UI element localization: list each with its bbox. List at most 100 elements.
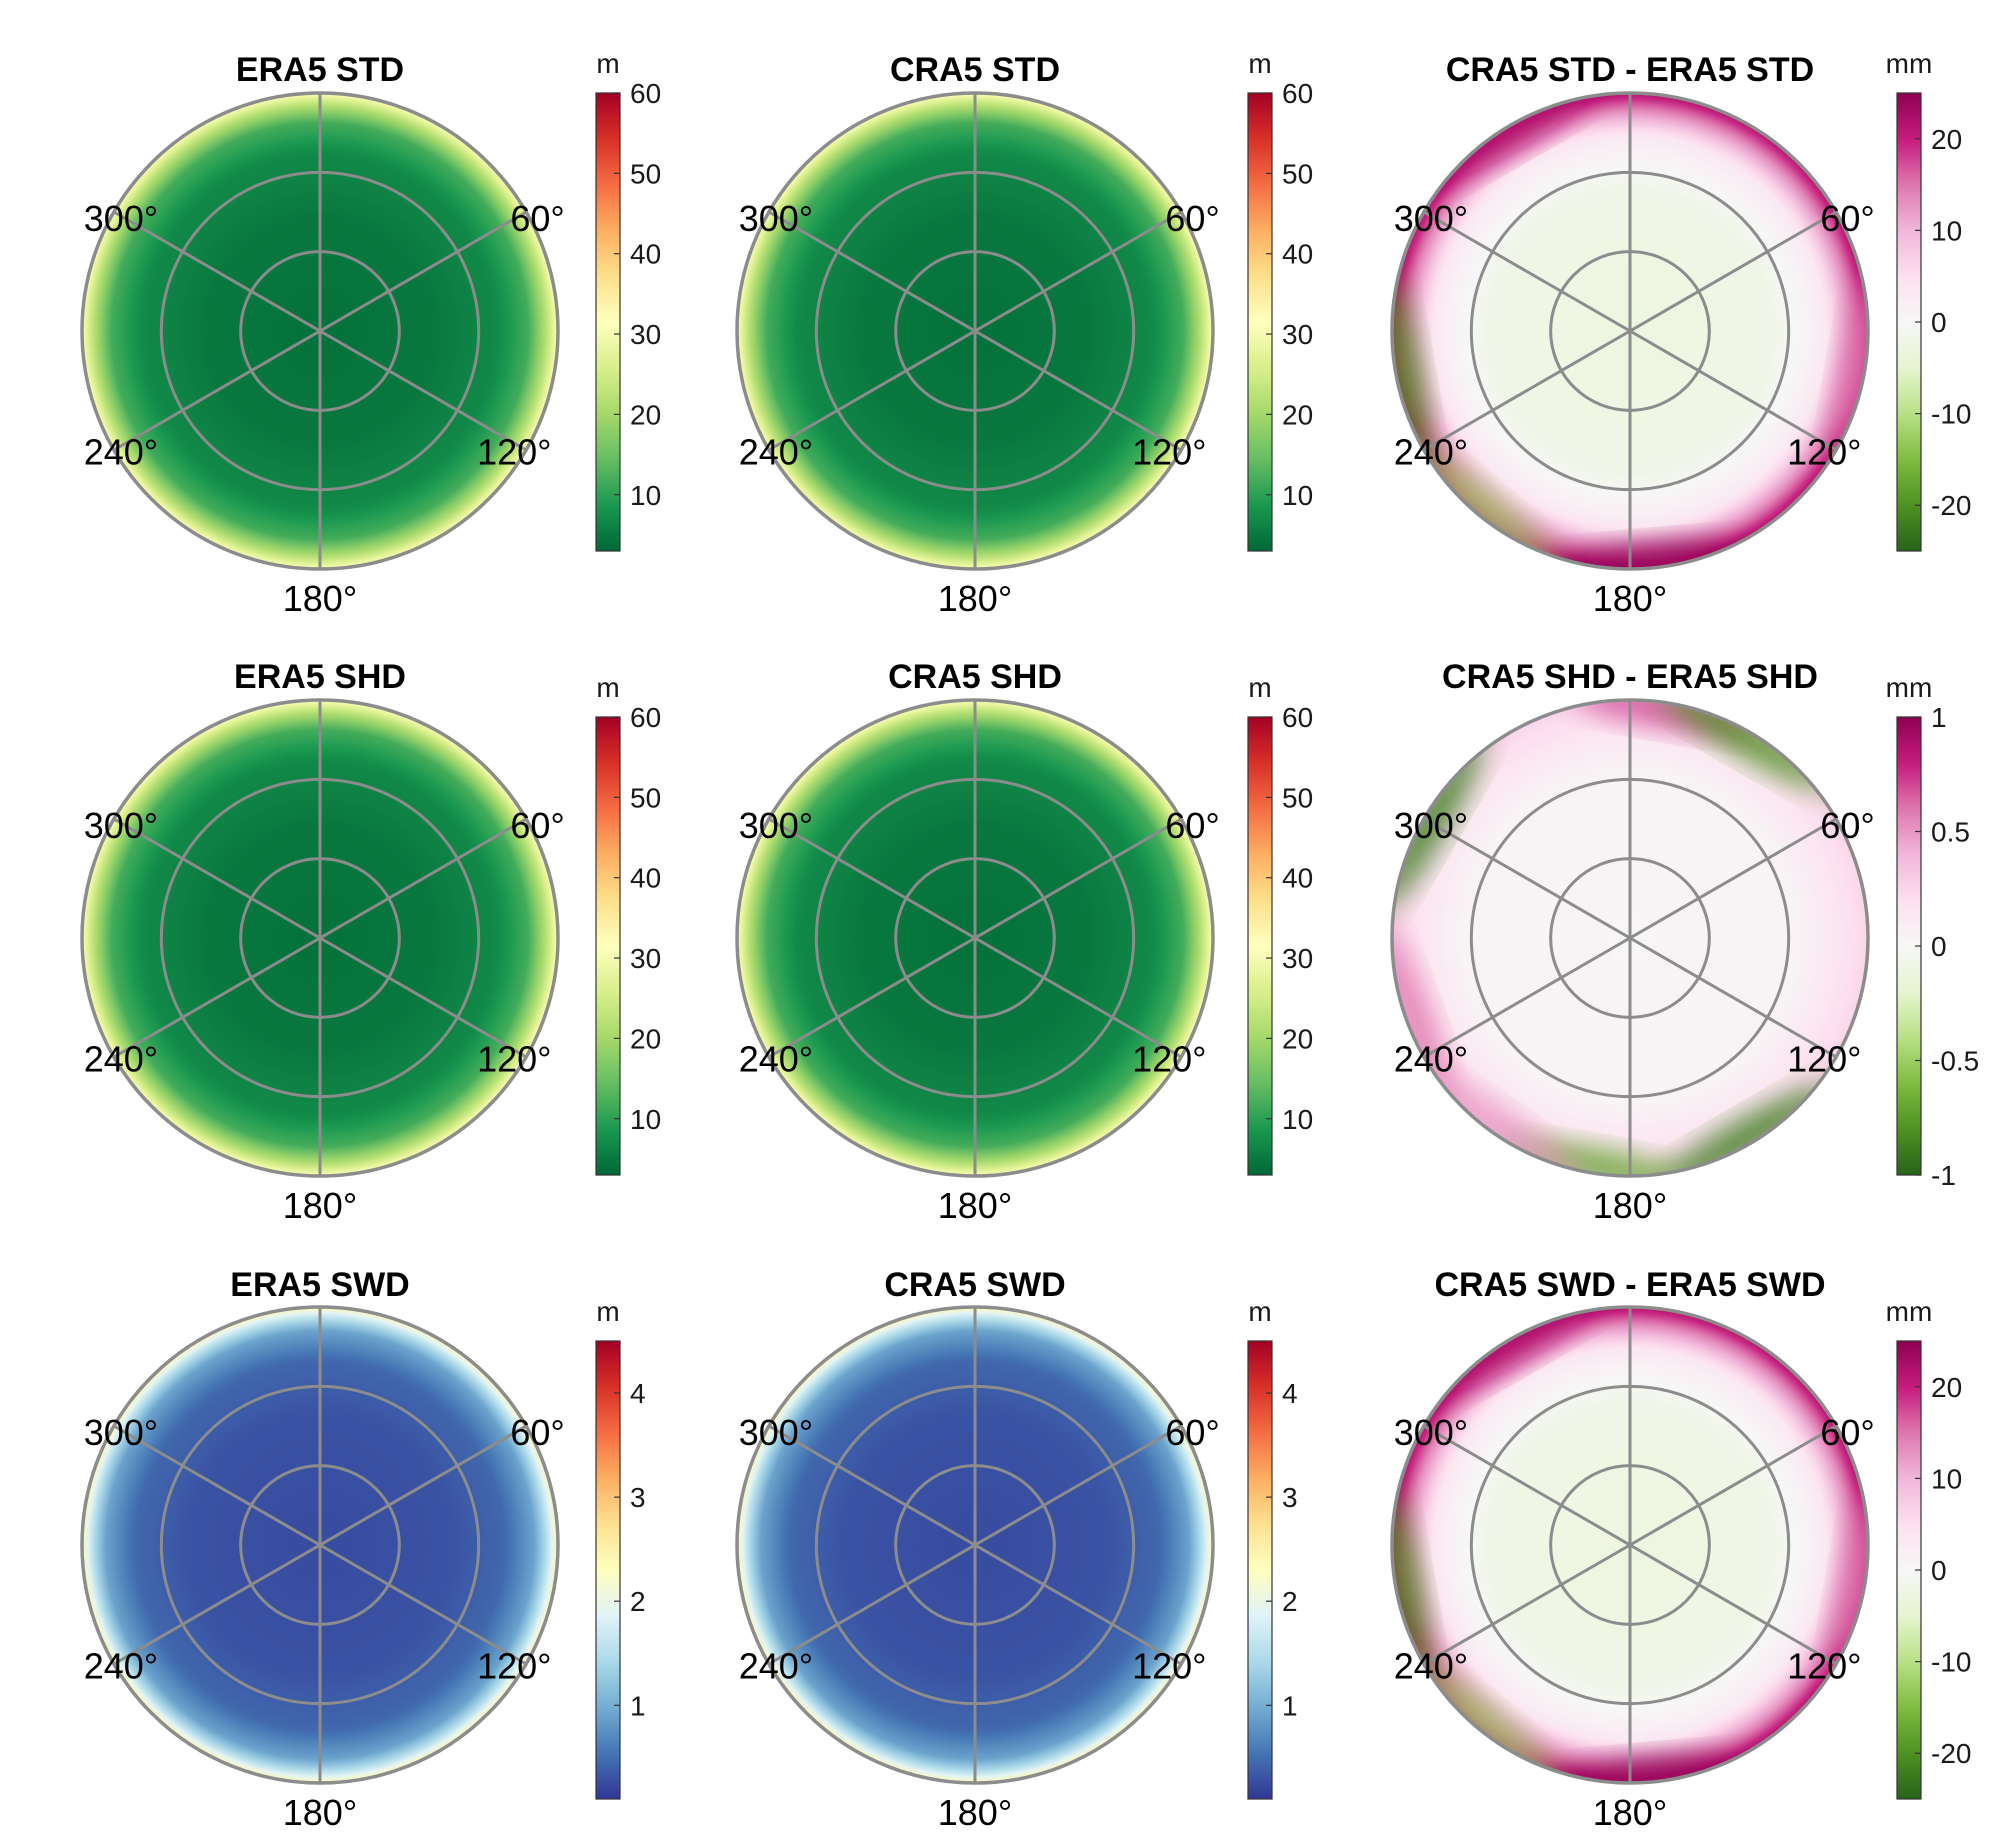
colorbar-p6: -1 -0.5 0 0.5 1mm: [1886, 672, 1980, 1191]
angle-label-180: 180°: [283, 578, 357, 619]
angle-label-60: 60°: [1820, 1412, 1874, 1453]
colorbar-tick-label: 50: [1282, 158, 1313, 189]
angle-label-60: 60°: [1165, 805, 1219, 846]
angle-label-300: 300°: [1394, 805, 1468, 846]
angle-label-240: 240°: [84, 1645, 158, 1686]
angle-label-300: 300°: [1394, 1412, 1468, 1453]
edge-anomaly-p9-0: [1550, 1756, 1750, 1783]
panel-p9: CRA5 SWD - ERA5 SWD 60° 120° 180° 240° 300° -2…: [1390, 1266, 1971, 1833]
panel-p4: ERA5 SHD 60° 120° 180° 240° 300° 10 20 30 40 50 60 m: [80, 658, 661, 1226]
colorbar-tick-label: 2: [1282, 1586, 1298, 1617]
colorbar-gradient: [1247, 92, 1273, 552]
polar-rim: [735, 698, 1215, 1178]
edge-anomaly-p9-4: [1833, 1486, 1868, 1684]
colorbar-p7: 1 2 3 4 m: [595, 1296, 646, 1800]
polar-rim: [1390, 1305, 1870, 1785]
colorbar-unit: m: [596, 1296, 619, 1327]
angle-label-240: 240°: [1394, 431, 1468, 472]
angle-label-120: 120°: [1132, 1038, 1206, 1079]
colorbar-unit: mm: [1886, 48, 1933, 79]
colorbar-gradient: [595, 716, 621, 1176]
colorbar-p2: 10 20 30 40 50 60 m: [1247, 48, 1313, 552]
grid-spoke-120: [1423, 817, 1837, 1059]
colorbar-tick-label: 20: [1931, 1372, 1962, 1403]
angle-label-300: 300°: [84, 198, 158, 239]
colorbar-tick-label: 20: [630, 1023, 661, 1054]
angle-label-60: 60°: [1820, 805, 1874, 846]
polar-rim: [80, 1305, 560, 1785]
polar-rim: [735, 91, 1215, 571]
colorbar-tick-label: 40: [1282, 863, 1313, 894]
angle-label-120: 120°: [477, 1645, 551, 1686]
angle-label-60: 60°: [510, 805, 564, 846]
panel-title: CRA5 SHD: [888, 658, 1062, 696]
angle-label-300: 300°: [84, 1412, 158, 1453]
angle-label-180: 180°: [938, 578, 1012, 619]
colorbar-tick-label: 10: [1931, 215, 1962, 246]
edge-anomaly-p3-0: [1550, 542, 1750, 569]
angle-label-60: 60°: [1165, 1412, 1219, 1453]
angle-label-300: 300°: [84, 805, 158, 846]
angle-label-240: 240°: [1394, 1038, 1468, 1079]
colorbar-tick-label: 10: [630, 1104, 661, 1135]
colorbar-tick-label: -0.5: [1931, 1046, 1979, 1077]
colorbar-tick-label: 10: [1282, 480, 1313, 511]
panel-p7: ERA5 SWD 60° 120° 180° 240° 300° 1 2 3 4 m: [80, 1266, 646, 1833]
colorbar-unit: m: [596, 48, 619, 79]
angle-label-300: 300°: [1394, 198, 1468, 239]
angle-label-300: 300°: [739, 1412, 813, 1453]
colorbar-tick-label: 20: [1282, 1023, 1313, 1054]
colorbar-tick-label: -20: [1931, 490, 1971, 521]
edge-anomaly-p3-4: [1833, 272, 1868, 470]
colorbar-p4: 10 20 30 40 50 60 m: [595, 672, 661, 1176]
colorbar-tick-label: -10: [1931, 1647, 1971, 1678]
grid-spoke-120: [113, 817, 527, 1059]
panel-p3: CRA5 STD - ERA5 STD 60° 120° 180° 240° 300° -2…: [1390, 48, 1971, 619]
colorbar-tick-label: 0: [1931, 931, 1947, 962]
panel-p5: CRA5 SHD 60° 120° 180° 240° 300° 10 20 30 40 50 60 m: [735, 658, 1313, 1226]
colorbar-tick-label: 3: [630, 1482, 646, 1513]
colorbar-tick-label: 10: [1931, 1463, 1962, 1494]
colorbar-tick-label: 2: [630, 1586, 646, 1617]
polar-rim: [1390, 91, 1870, 571]
grid-spoke-120: [113, 210, 527, 452]
angle-label-180: 180°: [1593, 1792, 1667, 1833]
panel-p8: CRA5 SWD 60° 120° 180° 240° 300° 1 2 3 4 m: [735, 1266, 1298, 1833]
colorbar-tick-label: 20: [1931, 124, 1962, 155]
colorbar-tick-label: 60: [1282, 78, 1313, 109]
angle-label-60: 60°: [1165, 198, 1219, 239]
panel-title: ERA5 SHD: [234, 658, 406, 696]
colorbar-unit: mm: [1886, 672, 1933, 703]
colorbar-tick-label: 60: [1282, 702, 1313, 733]
panel-title: ERA5 STD: [236, 51, 404, 89]
grid-spoke-120: [768, 210, 1182, 452]
colorbar-tick-label: 1: [1931, 702, 1947, 733]
colorbar-tick-label: 50: [630, 158, 661, 189]
colorbar-tick-label: 0: [1931, 1555, 1947, 1586]
colorbar-unit: mm: [1886, 1296, 1933, 1327]
colorbar-p8: 1 2 3 4 m: [1247, 1296, 1298, 1800]
panel-p6: CRA5 SHD - ERA5 SHD 60° 120° 180° 240° 300° -1…: [1390, 658, 1980, 1226]
angle-label-180: 180°: [938, 1792, 1012, 1833]
colorbar-tick-label: 1: [630, 1690, 646, 1721]
angle-label-180: 180°: [283, 1792, 357, 1833]
colorbar-tick-label: 40: [630, 239, 661, 270]
colorbar-tick-label: -1: [1931, 1160, 1956, 1191]
panel-title: CRA5 SWD: [884, 1266, 1065, 1304]
panel-title: CRA5 STD - ERA5 STD: [1446, 51, 1814, 89]
colorbar-p1: 10 20 30 40 50 60 m: [595, 48, 661, 552]
colorbar-tick-label: -20: [1931, 1738, 1971, 1769]
panel-p1: ERA5 STD 60° 120° 180° 240° 300° 10 20 30 40 50 60 m: [80, 48, 661, 619]
panel-title: CRA5 SWD - ERA5 SWD: [1434, 1266, 1825, 1304]
colorbar-tick-label: 10: [1282, 1104, 1313, 1135]
angle-label-60: 60°: [510, 1412, 564, 1453]
colorbar-tick-label: 50: [630, 782, 661, 813]
angle-label-120: 120°: [477, 431, 551, 472]
panel-title: CRA5 STD: [890, 51, 1060, 89]
angle-label-240: 240°: [1394, 1645, 1468, 1686]
colorbar-p9: -20 -10 0 10 20 mm: [1886, 1296, 1971, 1800]
colorbar-tick-label: 30: [1282, 943, 1313, 974]
angle-label-120: 120°: [1132, 431, 1206, 472]
angle-label-120: 120°: [1787, 1645, 1861, 1686]
